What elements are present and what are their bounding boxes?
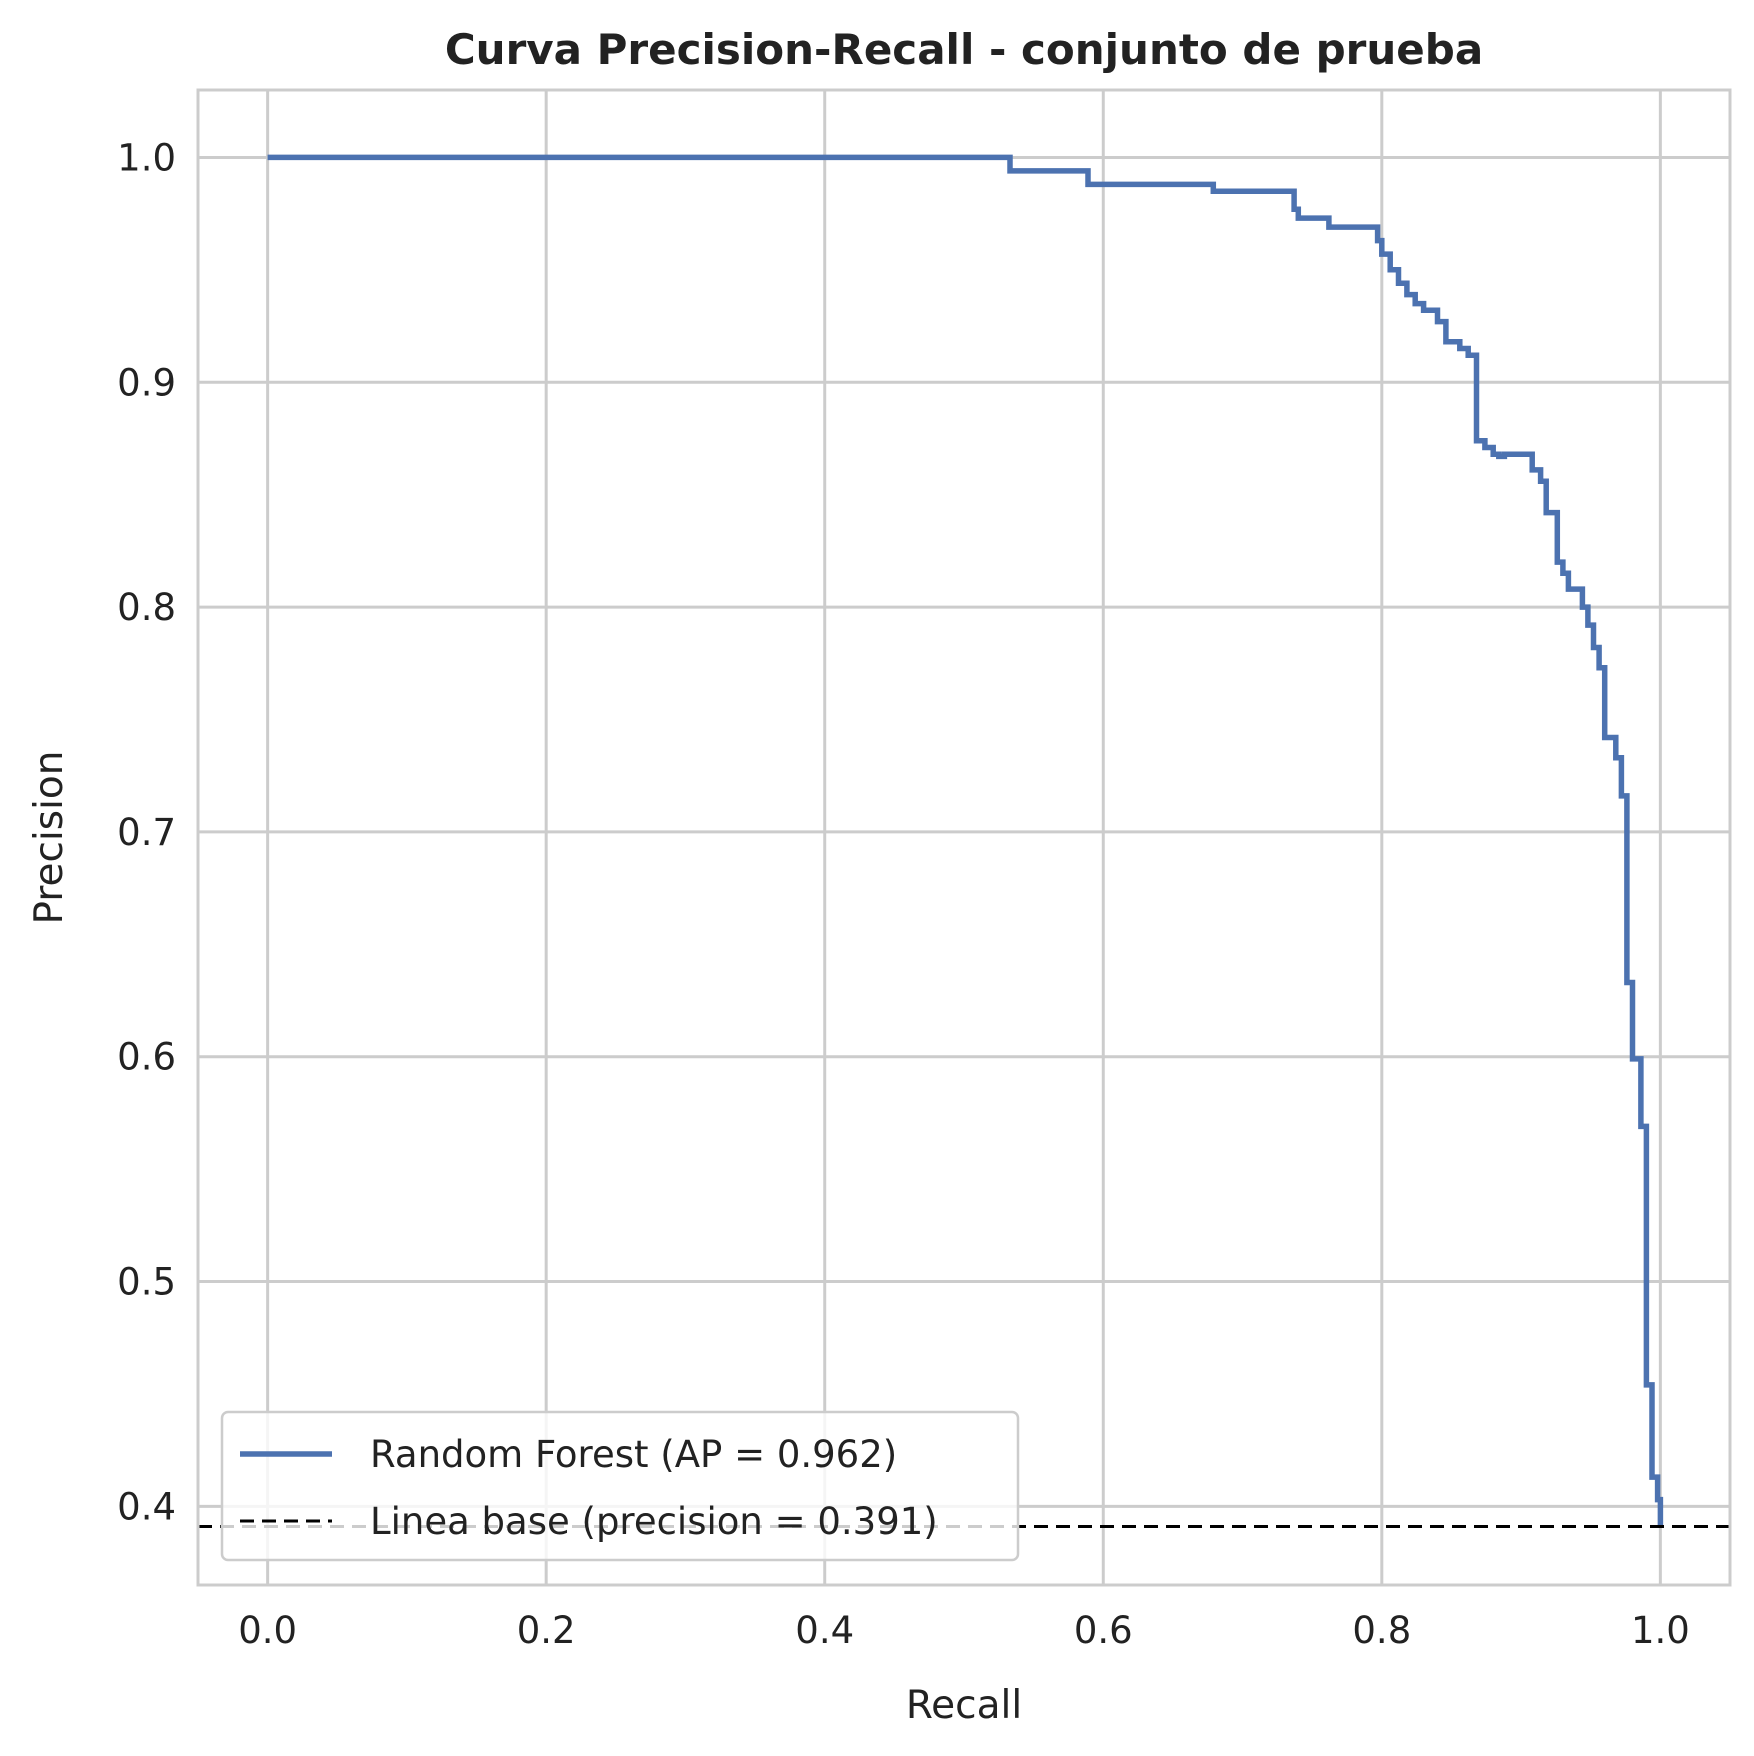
y-tick-label: 0.6 <box>117 1036 176 1079</box>
legend-box <box>220 1410 1020 1562</box>
legend-label: Linea base (precision = 0.391) <box>370 1500 938 1543</box>
model-series-line <box>267 154 1664 1527</box>
y-tick-label: 0.5 <box>117 1261 176 1304</box>
plot-frame <box>196 88 1732 1587</box>
x-tick-label: 1.0 <box>1631 1609 1690 1652</box>
y-tick-label: 0.4 <box>117 1485 176 1528</box>
x-tick-label: 0.6 <box>1074 1609 1133 1652</box>
y-tick-label: 1.0 <box>117 136 176 179</box>
tick-labels: 0.0 0.2 0.4 0.6 0.8 1.0 0.4 0.5 0.6 0.7 0.8 0.9 1.0 <box>117 136 1690 1652</box>
x-tick-label: 0.0 <box>238 1609 297 1652</box>
y-tick-label: 0.7 <box>117 811 176 854</box>
y-axis-label: Precision <box>27 750 72 924</box>
chart-title: Curva Precision-Recall - conjunto de pru… <box>445 25 1483 74</box>
x-tick-label: 0.2 <box>517 1609 576 1652</box>
x-tick-label: 0.4 <box>795 1609 854 1652</box>
legend-label: Random Forest (AP = 0.962) <box>370 1433 897 1476</box>
y-tick-label: 0.9 <box>117 361 176 404</box>
x-axis-label: Recall <box>906 1683 1022 1728</box>
legend: Random Forest (AP = 0.962) Linea base (pr… <box>220 1410 1020 1562</box>
x-tick-label: 0.8 <box>1352 1609 1411 1652</box>
y-tick-label: 0.8 <box>117 586 176 629</box>
grid <box>198 90 1730 1585</box>
